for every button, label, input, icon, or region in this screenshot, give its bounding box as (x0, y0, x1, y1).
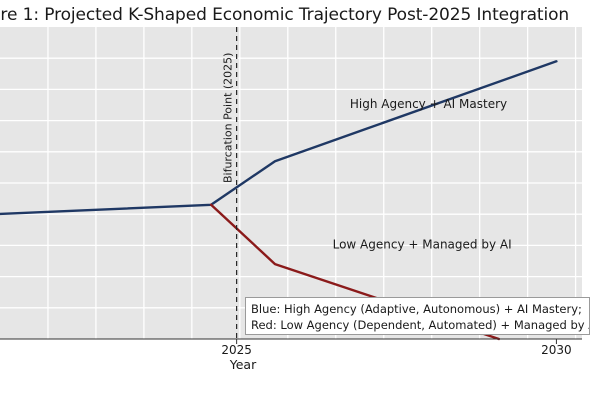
legend-line-blue: Blue: High Agency (Adaptive, Autonomous)… (251, 302, 582, 316)
legend: Blue: High Agency (Adaptive, Autonomous)… (245, 297, 590, 335)
series-line-high-agency (0, 60, 558, 216)
chart-title: Figure 1: Projected K-Shaped Economic Tr… (0, 5, 570, 25)
x-axis-label: Year (229, 357, 257, 372)
bifurcation-label: Bifurcation Point (2025) (222, 53, 235, 183)
legend-line-red: Red: Low Agency (Dependent, Automated) +… (251, 318, 590, 332)
x-axis-ticks: 2025 2030 (221, 339, 572, 357)
series-label-low-agency: Low Agency + Managed by AI (333, 238, 512, 252)
x-tick-label: 2030 (541, 343, 572, 357)
annotations: Bifurcation Point (2025) (222, 27, 238, 339)
series-layer: High Agency + AI Mastery Low Agency + Man… (0, 60, 558, 341)
x-tick-label: 2025 (221, 343, 252, 357)
series-label-high-agency: High Agency + AI Mastery (350, 97, 507, 111)
